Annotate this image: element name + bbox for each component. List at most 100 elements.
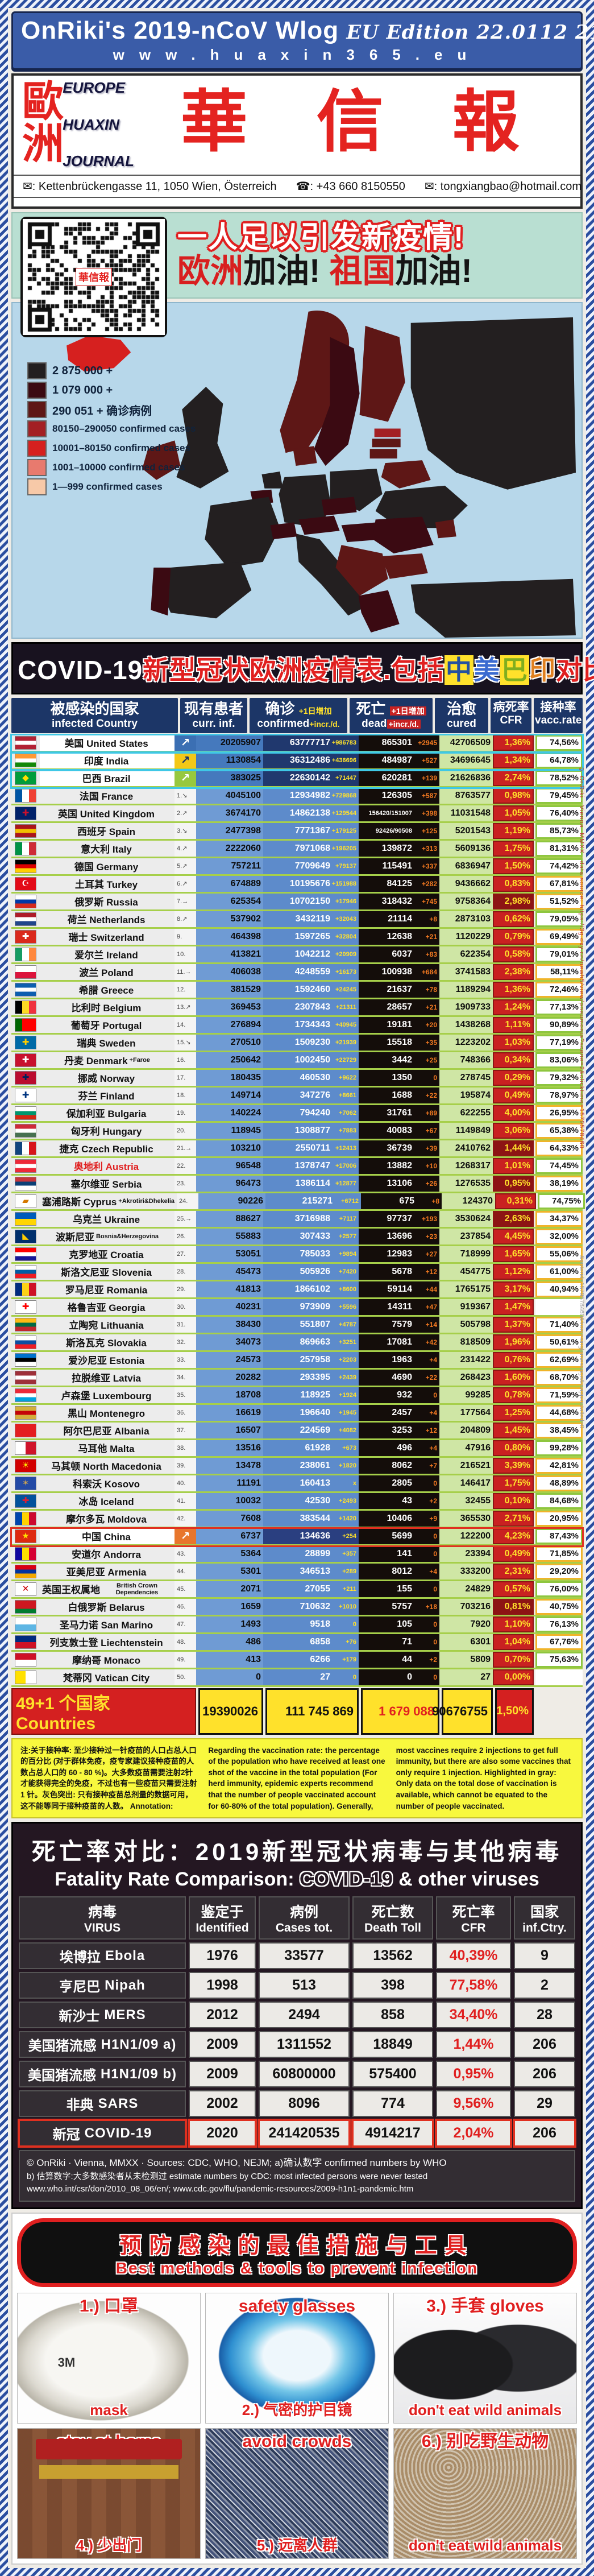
deaths-total: 44 <box>359 1651 414 1668</box>
legend-label: 1—999 confirmed cases <box>52 481 163 492</box>
country-flag-icon <box>11 1422 40 1438</box>
vaccination-rate: 79,01% <box>535 946 583 962</box>
table-row: 德国 Germany 5.↗ 757211 7709649 +79137 115491 +3… <box>11 858 583 876</box>
deaths-daily-increase: +21 <box>414 999 439 1015</box>
deaths-total: 7579 <box>359 1316 414 1333</box>
annotation-zh: 注:关于接种率: 至少接种过一针疫苗的人口占总人口的百分比 (对于群体免疫，疫专… <box>20 1746 197 1810</box>
deaths-total: 1963 <box>359 1351 414 1368</box>
poster-inner: OnRiki's 2019-nCoV Wlog EU Edition 22.01… <box>8 8 594 2568</box>
country-name: 德国 Germany <box>40 858 175 874</box>
deaths-daily-increase: +44 <box>414 1281 439 1297</box>
confirmed-daily-increase: +436696 <box>332 752 359 768</box>
legend-swatch <box>27 382 47 399</box>
cured-total: 278745 <box>439 1069 493 1086</box>
current-infections: 13516 <box>196 1440 263 1456</box>
cfr-value: 2,74% <box>493 770 534 786</box>
vaccination-rate: 76,40% <box>535 805 583 821</box>
country-rank: 31. <box>175 1316 196 1333</box>
confirmed-total: 160413 <box>263 1475 333 1491</box>
cured-total: 7920 <box>439 1616 493 1632</box>
virus-identified: 2009 <box>189 2031 256 2058</box>
cfr-value: 4,45% <box>493 1228 534 1244</box>
cfr-value: 1,05% <box>493 805 534 821</box>
table-row: 立陶宛 Lithuania 31. 38430 551807 +4787 7579 +14 5… <box>11 1316 583 1334</box>
current-infections: 96473 <box>196 1175 263 1192</box>
country-rank: 3.↘ <box>175 822 196 839</box>
country-flag-icon <box>11 822 40 839</box>
prevention-tile-goggles: safety glasses 2.) 气密的护目镜 <box>205 2292 389 2424</box>
country-flag-icon: ★ <box>11 1528 40 1544</box>
cured-total: 27 <box>439 1669 493 1685</box>
virus-identified: 2012 <box>189 2002 256 2029</box>
vaccination-rate: 38,45% <box>535 1422 583 1438</box>
current-infections: 55883 <box>196 1228 263 1244</box>
deaths-total: 3442 <box>359 1052 414 1068</box>
country-rank: 45. <box>175 1581 196 1597</box>
current-infections: 413821 <box>196 946 263 962</box>
vaccination-rate: 64,33% <box>535 1140 583 1156</box>
deaths-total: 28657 <box>359 999 414 1015</box>
virus-table-footer: © OnRiki · Vienna, MMXX · Sources: CDC, … <box>19 2150 575 2202</box>
deaths-total: 92426/90508 <box>359 822 414 839</box>
virus-countries: 9 <box>514 1942 575 1970</box>
country-name: 白俄罗斯 Belarus <box>40 1598 175 1615</box>
country-name: 爱尔兰 Ireland <box>40 946 175 962</box>
cured-total: 177564 <box>439 1404 493 1421</box>
cfr-value: 1,11% <box>493 1016 534 1033</box>
slogan-band: 華信報 一人足以引发新疫情! 欧洲加油! 祖国加油! <box>11 212 583 337</box>
cfr-value: 0,57% <box>493 1581 534 1597</box>
confirmed-daily-increase: +17946 <box>333 893 359 909</box>
address-text: ✉: Kettenbrückengasse 11, 1050 Wien, Öst… <box>23 180 277 193</box>
deaths-total: 620281 <box>359 770 414 786</box>
confirmed-daily-increase: +7062 <box>333 1105 359 1121</box>
country-rank: ↗ <box>175 752 196 768</box>
confirmed-total: 346513 <box>263 1563 333 1579</box>
cfr-value: 1,25% <box>493 1404 534 1421</box>
flag-emblem-icon: ◆ <box>22 773 29 783</box>
deaths-daily-increase: 0 <box>414 1616 439 1632</box>
cured-total: 23394 <box>439 1545 493 1562</box>
vaccination-rate: 99,28% <box>535 1440 583 1456</box>
confirmed-daily-increase: +1010 <box>333 1598 359 1615</box>
current-infections: 24573 <box>196 1351 263 1368</box>
table-row: ☀ 马其顿 North Macedonia 39. 13478 238061 +1820 8… <box>11 1457 583 1475</box>
deaths-total: 675 <box>361 1193 417 1209</box>
current-infections: 2071 <box>196 1581 263 1597</box>
country-rank: 35. <box>175 1387 196 1403</box>
confirmed-total: 293395 <box>263 1369 333 1386</box>
flag-emblem-icon: ✚ <box>22 808 30 818</box>
deaths-total: 2457 <box>359 1404 414 1421</box>
virus-footer-line1: © OnRiki · Vienna, MMXX · Sources: CDC, … <box>27 2157 447 2169</box>
cured-total: 1276535 <box>439 1175 493 1192</box>
label-journal: JOURNAL <box>63 152 134 169</box>
cured-total: 3741583 <box>439 964 493 980</box>
country-rank: 33. <box>175 1351 196 1368</box>
cured-total: 34696645 <box>439 752 493 768</box>
cfr-value: 1,24% <box>493 999 534 1015</box>
virus-cfr: 1,44% <box>436 2031 511 2058</box>
vaccination-rate: 81,31% <box>535 840 583 857</box>
cured-total: 124370 <box>442 1193 496 1209</box>
table-row: ✚ 挪威 Norway 17. 180435 460530 +9622 1350 0 27874… <box>11 1069 583 1088</box>
deaths-total: 13882 <box>359 1157 414 1174</box>
flag-emblem-icon: ✕ <box>22 1584 30 1594</box>
legend-item: 10001–80150 confirmed cases <box>27 440 196 457</box>
legend-label: 1001–10000 confirmed cases <box>52 462 185 473</box>
deaths-daily-increase: +39 <box>414 1140 439 1156</box>
virus-name: 亨尼巴 Nipah <box>19 1972 186 1999</box>
cured-total: 204809 <box>439 1422 493 1438</box>
virus-countries: 206 <box>513 2119 576 2148</box>
virus-cases: 33577 <box>259 1942 350 1970</box>
table-row: 保加利亚 Bulgaria 19. 140224 794240 +7062 31761 +8… <box>11 1105 583 1123</box>
country-flag-icon <box>11 1316 40 1333</box>
cfr-value: 1,12% <box>493 1263 534 1280</box>
country-name: 法国 France <box>40 787 175 804</box>
flag-emblem-icon: ✚ <box>22 1055 30 1065</box>
deaths-daily-increase: +23 <box>414 1228 439 1244</box>
side-note-source: © OnRiki · Vienna, MMXX · data source: h… <box>578 766 585 1149</box>
virus-deaths: 575400 <box>352 2061 433 2088</box>
cured-total: 146417 <box>439 1475 493 1491</box>
country-flag-icon <box>11 1545 40 1562</box>
confirmed-total: 63777717 <box>263 734 333 751</box>
virus-name: 非典 SARS <box>19 2090 186 2118</box>
